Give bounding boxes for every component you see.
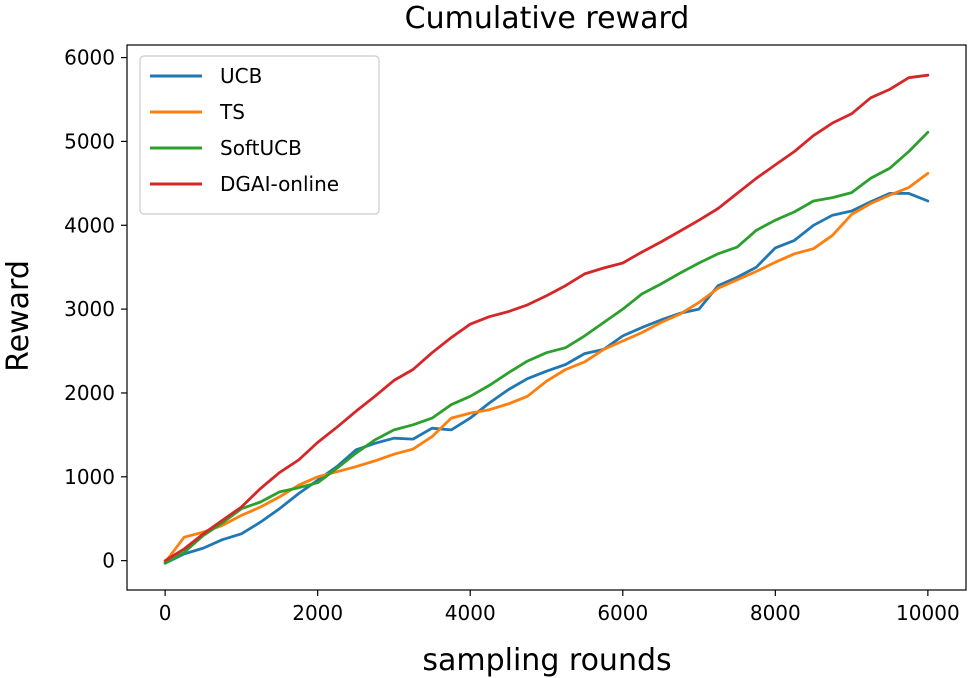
- legend-label: DGAI-online: [220, 172, 339, 196]
- legend-box: [139, 55, 380, 215]
- y-tick-label: 0: [102, 549, 115, 573]
- y-tick-label: 2000: [64, 381, 115, 405]
- x-tick-label: 10000: [896, 601, 960, 625]
- y-tick-label: 5000: [64, 129, 115, 153]
- legend-label: UCB: [220, 64, 262, 88]
- y-axis-label: Reward: [1, 260, 36, 372]
- series-line-dgai-online: [163, 73, 930, 563]
- axis-ticks: 0 2000 4000 6000 8000 10000 0 1000 2000 3000 4000 5…: [64, 46, 960, 625]
- chart-title: Cumulative reward: [405, 1, 690, 36]
- y-tick-label: 1000: [64, 465, 115, 489]
- x-tick-label: 2000: [292, 601, 343, 625]
- legend: UCB TS SoftUCB DGAI-online: [139, 55, 380, 215]
- x-tick-label: 0: [159, 601, 172, 625]
- legend-label: SoftUCB: [220, 136, 302, 160]
- series-line-ucb: [163, 191, 930, 565]
- plot-lines: [163, 73, 930, 565]
- y-tick-label: 4000: [64, 213, 115, 237]
- x-axis-label: sampling rounds: [422, 643, 671, 678]
- plot-frame: [126, 44, 967, 591]
- x-tick-label: 4000: [445, 601, 496, 625]
- legend-label: TS: [219, 100, 245, 124]
- series-line-softucb: [163, 130, 930, 565]
- x-tick-label: 6000: [597, 601, 648, 625]
- y-tick-label: 6000: [64, 46, 115, 70]
- y-tick-label: 3000: [64, 297, 115, 321]
- series-line-ts: [163, 171, 930, 564]
- x-tick-label: 8000: [750, 601, 801, 625]
